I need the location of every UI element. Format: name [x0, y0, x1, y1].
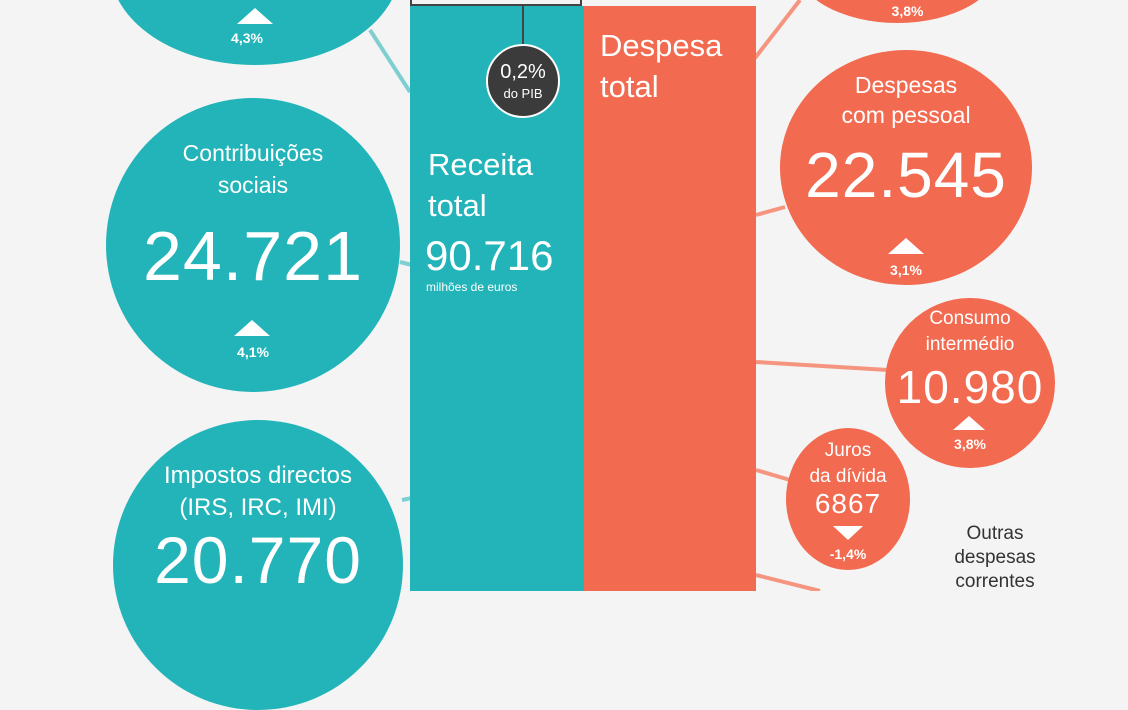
- receita-title-line1: Receita: [428, 147, 534, 182]
- contribuicoes-pct: 4,1%: [237, 344, 269, 360]
- juros-label-line2: da dívida: [809, 466, 887, 487]
- consumo-label-line2: intermédio: [925, 334, 1015, 355]
- circle-contribuicoes: Contribuições sociais 24.721 4,1%: [106, 98, 400, 392]
- connector-top-left: [368, 28, 412, 94]
- receita-unit: milhões de euros: [426, 280, 518, 294]
- trend-up-icon: [237, 8, 273, 24]
- deficit-pointer: [522, 6, 524, 50]
- contribuicoes-value: 24.721: [142, 217, 364, 295]
- despesa-bar: [584, 6, 756, 591]
- trend-up-icon: [953, 416, 985, 430]
- circle-juros-divida: Juros da dívida 6867 -1,4%: [786, 428, 910, 570]
- trend-up-icon: [234, 320, 270, 336]
- outras-line1: Outras: [966, 523, 1024, 544]
- circle-despesas-pessoal: Despesas com pessoal 22.545 3,1%: [780, 50, 1032, 285]
- deficit-bracket: [410, 0, 582, 6]
- pessoal-value: 22.545: [805, 139, 1007, 211]
- receita-value: 90.716: [425, 232, 554, 279]
- consumo-label-line1: Consumo: [929, 308, 1011, 329]
- contribuicoes-label-line1: Contribuições: [182, 140, 324, 166]
- deficit-pct: 0,2%: [500, 61, 546, 83]
- connector-pessoal: [755, 205, 786, 217]
- circle-top-right: 3,8%: [795, 0, 1000, 23]
- impostos-label-line2: (IRS, IRC, IMI): [179, 494, 337, 521]
- connector-lines: [368, 0, 889, 591]
- trend-up-icon: [888, 238, 924, 254]
- deficit-label: do PIB: [503, 86, 543, 101]
- despesa-title-line1: Despesa: [600, 28, 723, 63]
- outras-despesas-label: Outras despesas correntes: [935, 522, 1055, 593]
- deficit-circle: 0,2% do PIB: [486, 44, 560, 118]
- pessoal-label-line1: Despesas: [854, 72, 958, 98]
- receita-title-line2: total: [428, 188, 487, 223]
- outras-line3: correntes: [955, 570, 1035, 592]
- pessoal-label-line2: com pessoal: [841, 102, 971, 128]
- consumo-pct: 3,8%: [954, 436, 986, 452]
- despesa-title-line2: total: [600, 69, 659, 104]
- consumo-value: 10.980: [896, 361, 1044, 413]
- connector-consumo: [755, 360, 889, 372]
- pessoal-pct: 3,1%: [890, 262, 922, 278]
- impostos-label-line1: Impostos directos: [163, 462, 353, 489]
- trend-down-icon: [833, 526, 863, 540]
- connector-juros: [755, 468, 791, 482]
- pct-top-right: 3,8%: [891, 3, 924, 19]
- connector-outras: [755, 573, 821, 591]
- circle-consumo-intermedio: Consumo intermédio 10.980 3,8%: [885, 298, 1055, 468]
- juros-pct: -1,4%: [829, 546, 867, 562]
- juros-value: 6867: [814, 488, 882, 519]
- juros-label-line1: Juros: [824, 440, 872, 461]
- outras-line2: despesas: [954, 546, 1036, 568]
- circle-impostos-directos: Impostos directos (IRS, IRC, IMI) 20.770: [113, 420, 403, 710]
- pct-top-left: 4,3%: [231, 30, 263, 46]
- impostos-value: 20.770: [154, 523, 362, 597]
- connector-top-right: [753, 0, 802, 60]
- contribuicoes-label-line2: sociais: [217, 172, 289, 198]
